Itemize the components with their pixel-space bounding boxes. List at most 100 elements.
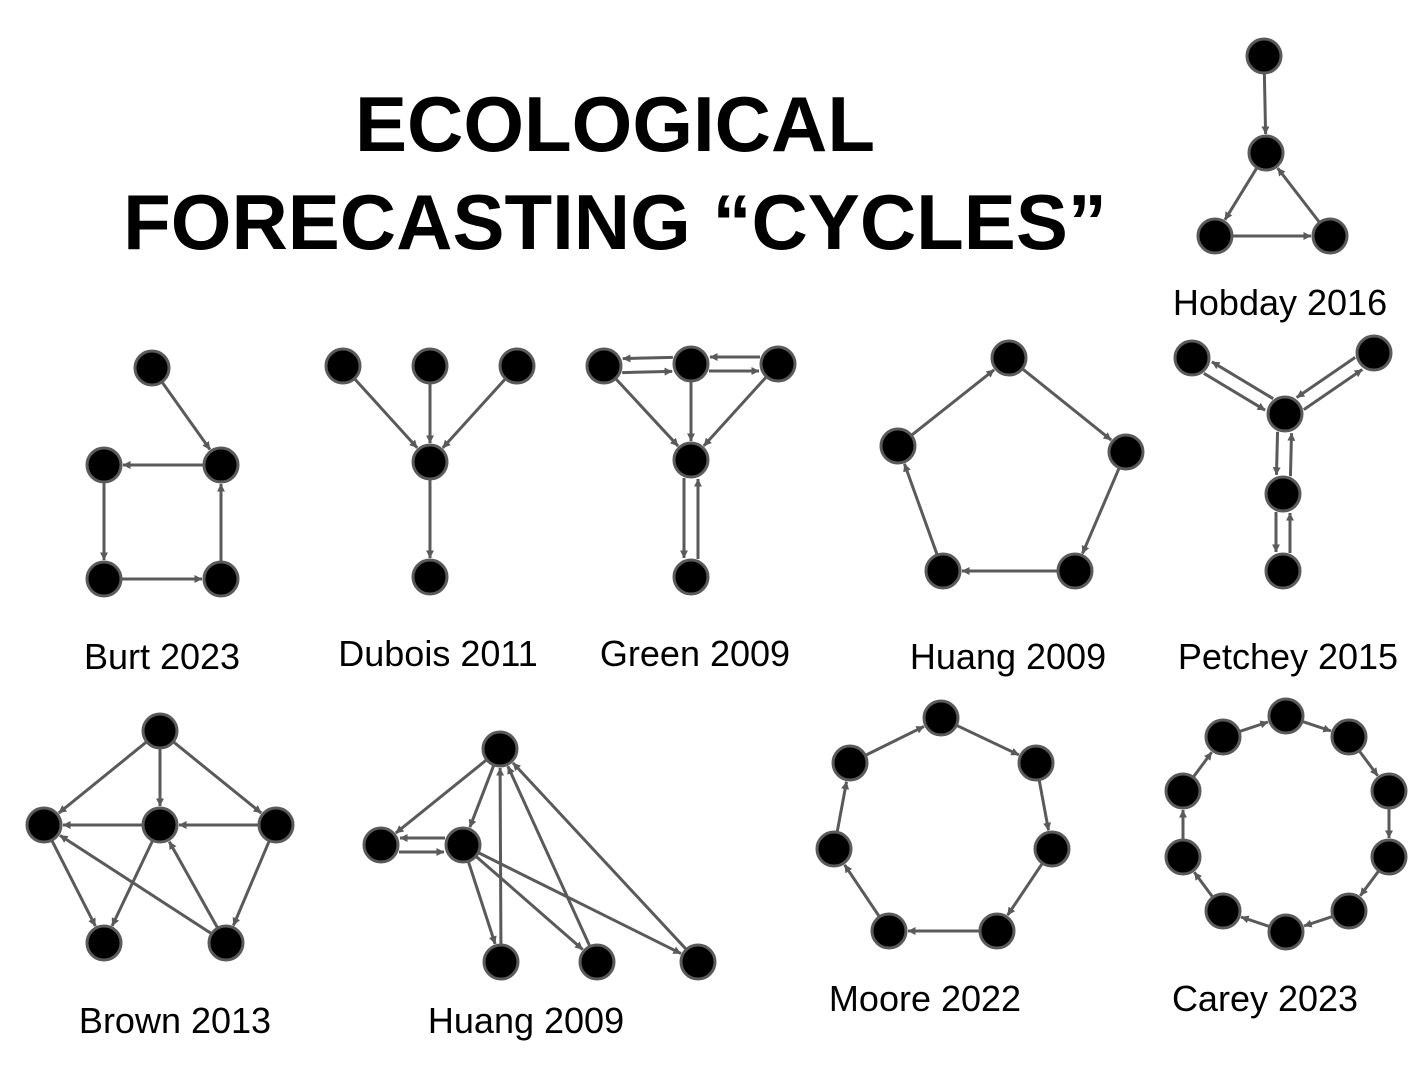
node-hobday-2016-d [1311,217,1349,255]
node-green-2009-c [759,345,797,383]
edge-huang-2009-b-e-to-a [506,765,591,947]
node-brown-2013-f [207,924,245,962]
node-huang-2009-b-e [578,943,616,981]
edges-layer [50,73,1393,955]
edge-moore-2022-a-to-b [956,724,1020,757]
title-line-1: ECOLOGICAL [355,80,875,168]
node-green-2009-d [672,441,710,479]
node-huang-2009-a-a [990,339,1028,377]
node-hobday-2016-c [1196,217,1234,255]
edge-green-2009-a-to-d [615,378,680,448]
edge-petchey-2015-d-to-c [1287,432,1296,477]
diagram-label-brown-2013: Brown 2013 [78,1000,272,1041]
edge-huang-2009-b-c-to-f [478,851,682,955]
node-carey-2023-g [1204,892,1242,930]
node-carey-2023-e [1330,892,1368,930]
node-dubois-2011-e [411,558,449,596]
node-brown-2013-e [85,924,123,962]
node-huang-2009-b-a [481,730,519,768]
node-brown-2013-a [141,712,179,750]
edge-hobday-2016-a-to-b [1261,73,1270,135]
node-dubois-2011-c [498,347,536,385]
node-moore-2022-e [870,912,908,950]
node-brown-2013-b [25,806,63,844]
edge-huang-2009-a-b-to-c [1081,467,1121,555]
node-hobday-2016-b [1247,134,1285,172]
node-carey-2023-h [1164,838,1202,876]
edge-carey-2023-g-to-h [1193,871,1214,898]
edge-huang-2009-b-c-to-e [475,855,584,951]
node-carey-2023-d [1370,838,1408,876]
node-carey-2023-f [1267,913,1305,951]
edge-moore-2022-f-to-g [835,781,850,832]
node-carey-2023-j [1204,718,1242,756]
edge-green-2009-b-to-a [622,354,673,363]
edge-hobday-2016-b-to-c [1223,167,1258,221]
node-dubois-2011-b [411,347,449,385]
edge-petchey-2015-c-to-b [1302,368,1364,411]
edge-huang-2009-b-c-to-d [467,861,497,945]
node-moore-2022-c [1033,830,1071,868]
edge-moore-2022-b-to-c [1037,780,1052,831]
edge-moore-2022-c-to-d [1006,863,1044,917]
node-petchey-2015-d [1264,475,1302,513]
edge-green-2009-c-to-d [702,376,768,447]
edge-carey-2023-j-to-a [1239,720,1269,733]
node-huang-2009-a-e [879,427,917,465]
edge-burt-2023-a-to-b [161,381,212,451]
edge-carey-2023-d-to-e [1359,870,1380,897]
node-moore-2022-d [978,912,1016,950]
node-moore-2022-a [922,699,960,737]
node-dubois-2011-d [411,443,449,481]
diagram-label-huang-2009-a: Huang 2009 [909,636,1107,677]
node-petchey-2015-b [1355,334,1393,372]
diagram-label-dubois-2011: Dubois 2011 [338,633,538,674]
node-carey-2023-c [1370,772,1408,810]
edge-huang-2009-a-a-to-b [1022,368,1113,442]
node-green-2009-b [672,345,710,383]
edge-carey-2023-e-to-f [1303,915,1333,928]
node-dubois-2011-a [324,347,362,385]
diagram-label-hobday-2016: Hobday 2016 [1172,282,1388,323]
edge-moore-2022-e-to-f [843,863,881,917]
edge-huang-2009-b-f-to-a [511,761,687,950]
node-brown-2013-c [141,806,179,844]
node-green-2009-a [585,347,623,385]
edge-dubois-2011-c-to-d [441,378,507,449]
diagram-label-burt-2023: Burt 2023 [83,636,241,677]
edge-carey-2023-b-to-c [1358,750,1379,777]
node-carey-2023-i [1164,772,1202,810]
node-brown-2013-d [257,806,295,844]
edge-dubois-2011-a-to-d [353,378,419,449]
edge-brown-2013-f-to-b [59,834,212,935]
edge-brown-2013-d-to-f [232,840,271,927]
edge-carey-2023-f-to-g [1240,915,1270,928]
edge-carey-2023-a-to-b [1302,720,1332,733]
node-petchey-2015-e [1264,552,1302,590]
edge-brown-2013-a-to-b [57,741,147,815]
node-burt-2023-c [85,446,123,484]
node-carey-2023-b [1330,718,1368,756]
edge-petchey-2015-c-to-a [1211,360,1274,401]
title-line-2: FORECASTING “CYCLES” [123,178,1107,266]
node-huang-2009-a-d [924,552,962,590]
node-green-2009-e [672,558,710,596]
edge-brown-2013-f-to-c [167,840,219,929]
edge-petchey-2015-b-to-c [1295,356,1357,399]
node-moore-2022-f [815,830,853,868]
node-moore-2022-g [831,744,869,782]
diagram-label-moore-2022: Moore 2022 [828,978,1022,1019]
node-huang-2009-b-c [444,826,482,864]
edge-brown-2013-b-to-e [50,840,97,927]
node-burt-2023-a [133,349,171,387]
node-huang-2009-b-f [679,943,717,981]
edge-brown-2013-a-to-d [173,741,263,815]
node-burt-2023-e [202,560,240,598]
diagram-label-green-2009: Green 2009 [599,633,791,674]
edge-green-2009-a-to-b [622,367,673,376]
node-hobday-2016-a [1245,37,1283,75]
diagram-label-petchey-2015: Petchey 2015 [1177,636,1399,677]
node-petchey-2015-c [1266,395,1304,433]
edge-huang-2009-b-d-to-a [496,767,505,945]
